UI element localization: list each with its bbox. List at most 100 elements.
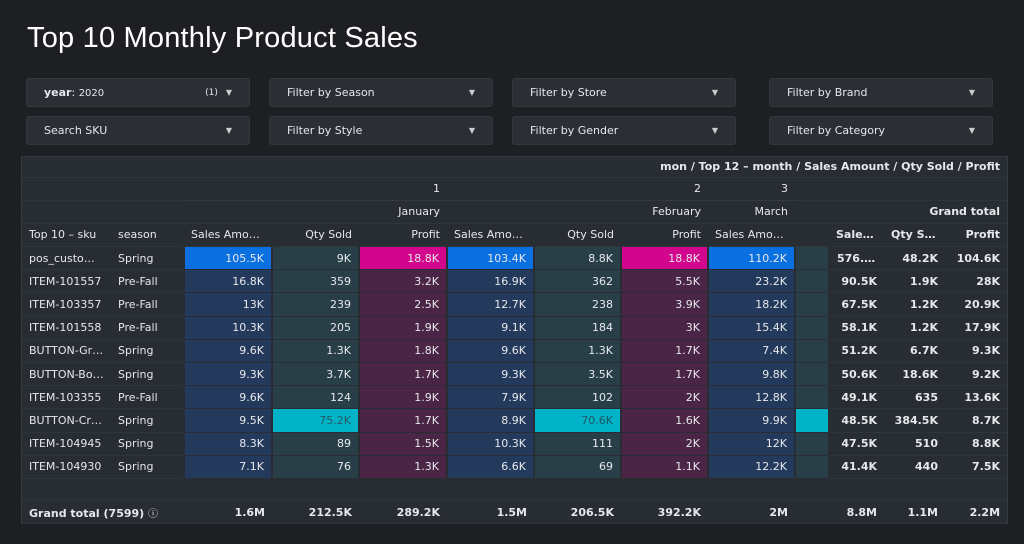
season-cell: Pre-Fall xyxy=(111,316,184,340)
grand-total-value: 2M xyxy=(708,499,795,525)
table-row: BUTTON-Bones Spring 9.3K 3.7K 1.7K 9.3K 3.5K 1.… xyxy=(22,362,1008,387)
store-filter[interactable]: Filter by Store ▼ xyxy=(512,78,736,107)
value-cell xyxy=(794,246,830,271)
caret-down-icon: ▼ xyxy=(711,126,718,135)
value-cell: 17.9K xyxy=(945,316,1008,340)
value-cell: 18.8K xyxy=(620,246,709,271)
sku-cell: ITEM-103357 xyxy=(22,292,111,317)
month-name: February xyxy=(447,200,708,224)
value-cell: 12.7K xyxy=(446,292,535,317)
value-cell: 9.3K xyxy=(183,362,273,387)
season-filter[interactable]: Filter by Season ▼ xyxy=(269,78,493,107)
value-cell: 3K xyxy=(620,316,709,340)
filter-count: (1) xyxy=(205,87,218,98)
value-cell: 2K xyxy=(620,385,709,410)
value-cell xyxy=(794,316,830,340)
sku-cell: ITEM-101558 xyxy=(22,316,111,340)
value-cell: 90.5K xyxy=(829,269,884,294)
value-cell: 9.3K xyxy=(446,362,535,387)
value-cell: 28K xyxy=(945,269,1008,294)
column-header[interactable]: Top 10 – sku xyxy=(22,223,111,248)
value-cell xyxy=(794,362,830,387)
column-header[interactable] xyxy=(795,223,829,248)
value-cell: 9.6K xyxy=(183,339,273,364)
value-cell: 23.2K xyxy=(707,269,796,294)
grand-total-value: 1.6M xyxy=(184,499,272,525)
value-cell: 12K xyxy=(707,432,796,456)
column-header[interactable]: season xyxy=(111,223,184,248)
season-cell: Spring xyxy=(111,339,184,364)
sku-search[interactable]: Search SKU ▼ xyxy=(26,116,250,145)
season-cell: Spring xyxy=(111,455,184,479)
month-name: March xyxy=(708,200,795,224)
value-cell: 12.8K xyxy=(707,385,796,410)
year-filter[interactable]: year: 2020 (1) ▼ xyxy=(26,78,250,107)
value-cell: 75.2K xyxy=(271,408,360,433)
value-cell: 1.6K xyxy=(620,408,709,433)
gender-filter[interactable]: Filter by Gender ▼ xyxy=(512,116,736,145)
column-header[interactable]: Qty Sold xyxy=(884,223,945,248)
filter-value: 2020 xyxy=(78,88,105,99)
page-title: Top 10 Monthly Product Sales xyxy=(27,22,418,54)
column-header[interactable]: Qty Sold xyxy=(272,223,359,248)
month-name: January xyxy=(184,200,447,224)
grand-total-text: Grand total (7599) xyxy=(29,506,145,520)
column-header[interactable]: Profit xyxy=(945,223,1008,248)
info-icon[interactable]: ⓘ xyxy=(148,508,159,520)
value-cell: 7.1K xyxy=(183,455,273,479)
value-cell: 51.2K xyxy=(829,339,884,364)
value-cell: 3.9K xyxy=(620,292,709,317)
column-header[interactable]: Qty Sold xyxy=(534,223,621,248)
column-header[interactable]: Sales ... xyxy=(829,223,884,248)
season-cell: Spring xyxy=(111,408,184,433)
category-filter[interactable]: Filter by Category ▼ xyxy=(769,116,993,145)
table-row: ITEM-103355 Pre-Fall 9.6K 124 1.9K 7.9K 102 2K 1… xyxy=(22,385,1008,410)
value-cell: 3.2K xyxy=(358,269,448,294)
value-cell xyxy=(794,339,830,364)
column-header[interactable]: Sales Amount xyxy=(184,223,272,248)
value-cell: 9.6K xyxy=(183,385,273,410)
value-cell: 9K xyxy=(271,246,360,271)
value-cell: 67.5K xyxy=(829,292,884,317)
value-cell: 3.7K xyxy=(271,362,360,387)
grand-total-header: Grand total xyxy=(829,200,1008,224)
value-cell: 1.3K xyxy=(533,339,622,364)
value-cell: 103.4K xyxy=(446,246,535,271)
value-cell: 1.7K xyxy=(358,362,448,387)
column-header[interactable]: Sales Amount xyxy=(708,223,795,248)
value-cell: 10.3K xyxy=(446,432,535,456)
value-cell: 1.9K xyxy=(358,316,448,340)
caret-down-icon: ▼ xyxy=(968,126,975,135)
value-cell: 50.6K xyxy=(829,362,884,387)
value-cell: 1.7K xyxy=(620,362,709,387)
column-header[interactable]: Sales Amount xyxy=(447,223,534,248)
value-cell: 16.8K xyxy=(183,269,273,294)
value-cell: 635 xyxy=(884,385,945,410)
table-row: ITEM-103357 Pre-Fall 13K 239 2.5K 12.7K 238 3.9… xyxy=(22,292,1008,317)
value-cell xyxy=(794,385,830,410)
column-header[interactable]: Profit xyxy=(359,223,447,248)
value-cell: 104.6K xyxy=(945,246,1008,271)
sku-cell: BUTTON-Grass xyxy=(22,339,111,364)
value-cell: 110.2K xyxy=(707,246,796,271)
value-cell: 41.4K xyxy=(829,455,884,479)
value-cell: 9.6K xyxy=(446,339,535,364)
table-row: BUTTON-Grass Spring 9.6K 1.3K 1.8K 9.6K 1.3K 1.… xyxy=(22,339,1008,364)
column-header[interactable]: Profit xyxy=(621,223,708,248)
style-filter[interactable]: Filter by Style ▼ xyxy=(269,116,493,145)
value-cell: 9.3K xyxy=(945,339,1008,364)
grand-total-value: 1.1M xyxy=(884,499,945,525)
value-cell: 48.2K xyxy=(884,246,945,271)
value-cell: 2.5K xyxy=(358,292,448,317)
filter-label: Filter by Gender xyxy=(530,124,619,137)
filter-label: Search SKU xyxy=(44,124,108,137)
table-row: pos_custom_s... Spring 105.5K 9K 18.8K 103.4K… xyxy=(22,246,1008,271)
table-row: BUTTON-Crick... Spring 9.5K 75.2K 1.7K 8.9K 70… xyxy=(22,408,1008,433)
grand-total-value: 2.2M xyxy=(945,499,1008,525)
value-cell: 9.5K xyxy=(183,408,273,433)
value-cell: 1.9K xyxy=(884,269,945,294)
brand-filter[interactable]: Filter by Brand ▼ xyxy=(769,78,993,107)
grand-total-label: Grand total (7599) ⓘ xyxy=(22,499,184,525)
value-cell: 5.5K xyxy=(620,269,709,294)
value-cell: 1.9K xyxy=(358,385,448,410)
